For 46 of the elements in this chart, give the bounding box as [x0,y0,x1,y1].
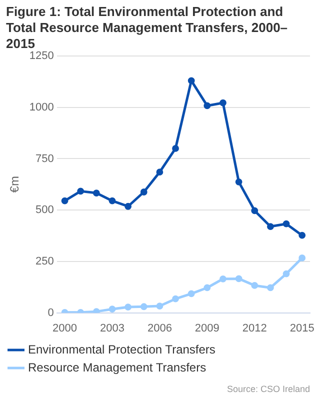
point [140,303,148,310]
y-tick-label: 1250 [29,50,54,62]
point [124,304,132,310]
point [124,202,132,210]
x-tick-label: 2012 [242,322,267,334]
point [235,275,242,282]
point [204,284,211,292]
y-tick-label: 1000 [29,101,54,114]
point [282,220,290,228]
x-tick-label: 2003 [100,322,124,334]
point [251,207,258,214]
point [108,197,116,204]
x-tick-label: 2009 [194,322,220,334]
x-tick-label: 2015 [290,322,314,334]
y-tick-label: 750 [36,152,54,165]
y-axis-title: €m [8,176,22,193]
point [188,77,195,84]
point [298,232,306,239]
chart-title: Figure 1: Total Environmental Protection and Total Resource Management Transfers, 2000–2015 [6,4,289,51]
point [220,275,226,282]
point [282,270,290,278]
x-tick-label: 2000 [52,322,78,334]
point [204,102,211,110]
y-tick-label: 0 [48,306,54,319]
point [251,282,258,289]
x-tick-label: 2006 [147,322,172,334]
point [156,302,164,310]
y-tick-label: 500 [36,204,54,216]
point [92,190,100,196]
point [61,197,68,204]
point [188,290,195,298]
point [156,168,164,176]
legend-label: Environmental Protection Transfers [28,342,216,356]
point [108,306,116,313]
point [172,295,179,302]
point [267,223,274,230]
source-note: Source: CSO Ireland [226,384,310,394]
point [298,254,306,262]
legend-label: Resource Management Transfers [28,360,206,374]
point [220,99,226,106]
point [140,188,148,196]
point [267,284,274,292]
y-tick-label: 250 [36,255,54,268]
point [172,145,179,152]
point [235,178,242,186]
point [77,188,84,195]
